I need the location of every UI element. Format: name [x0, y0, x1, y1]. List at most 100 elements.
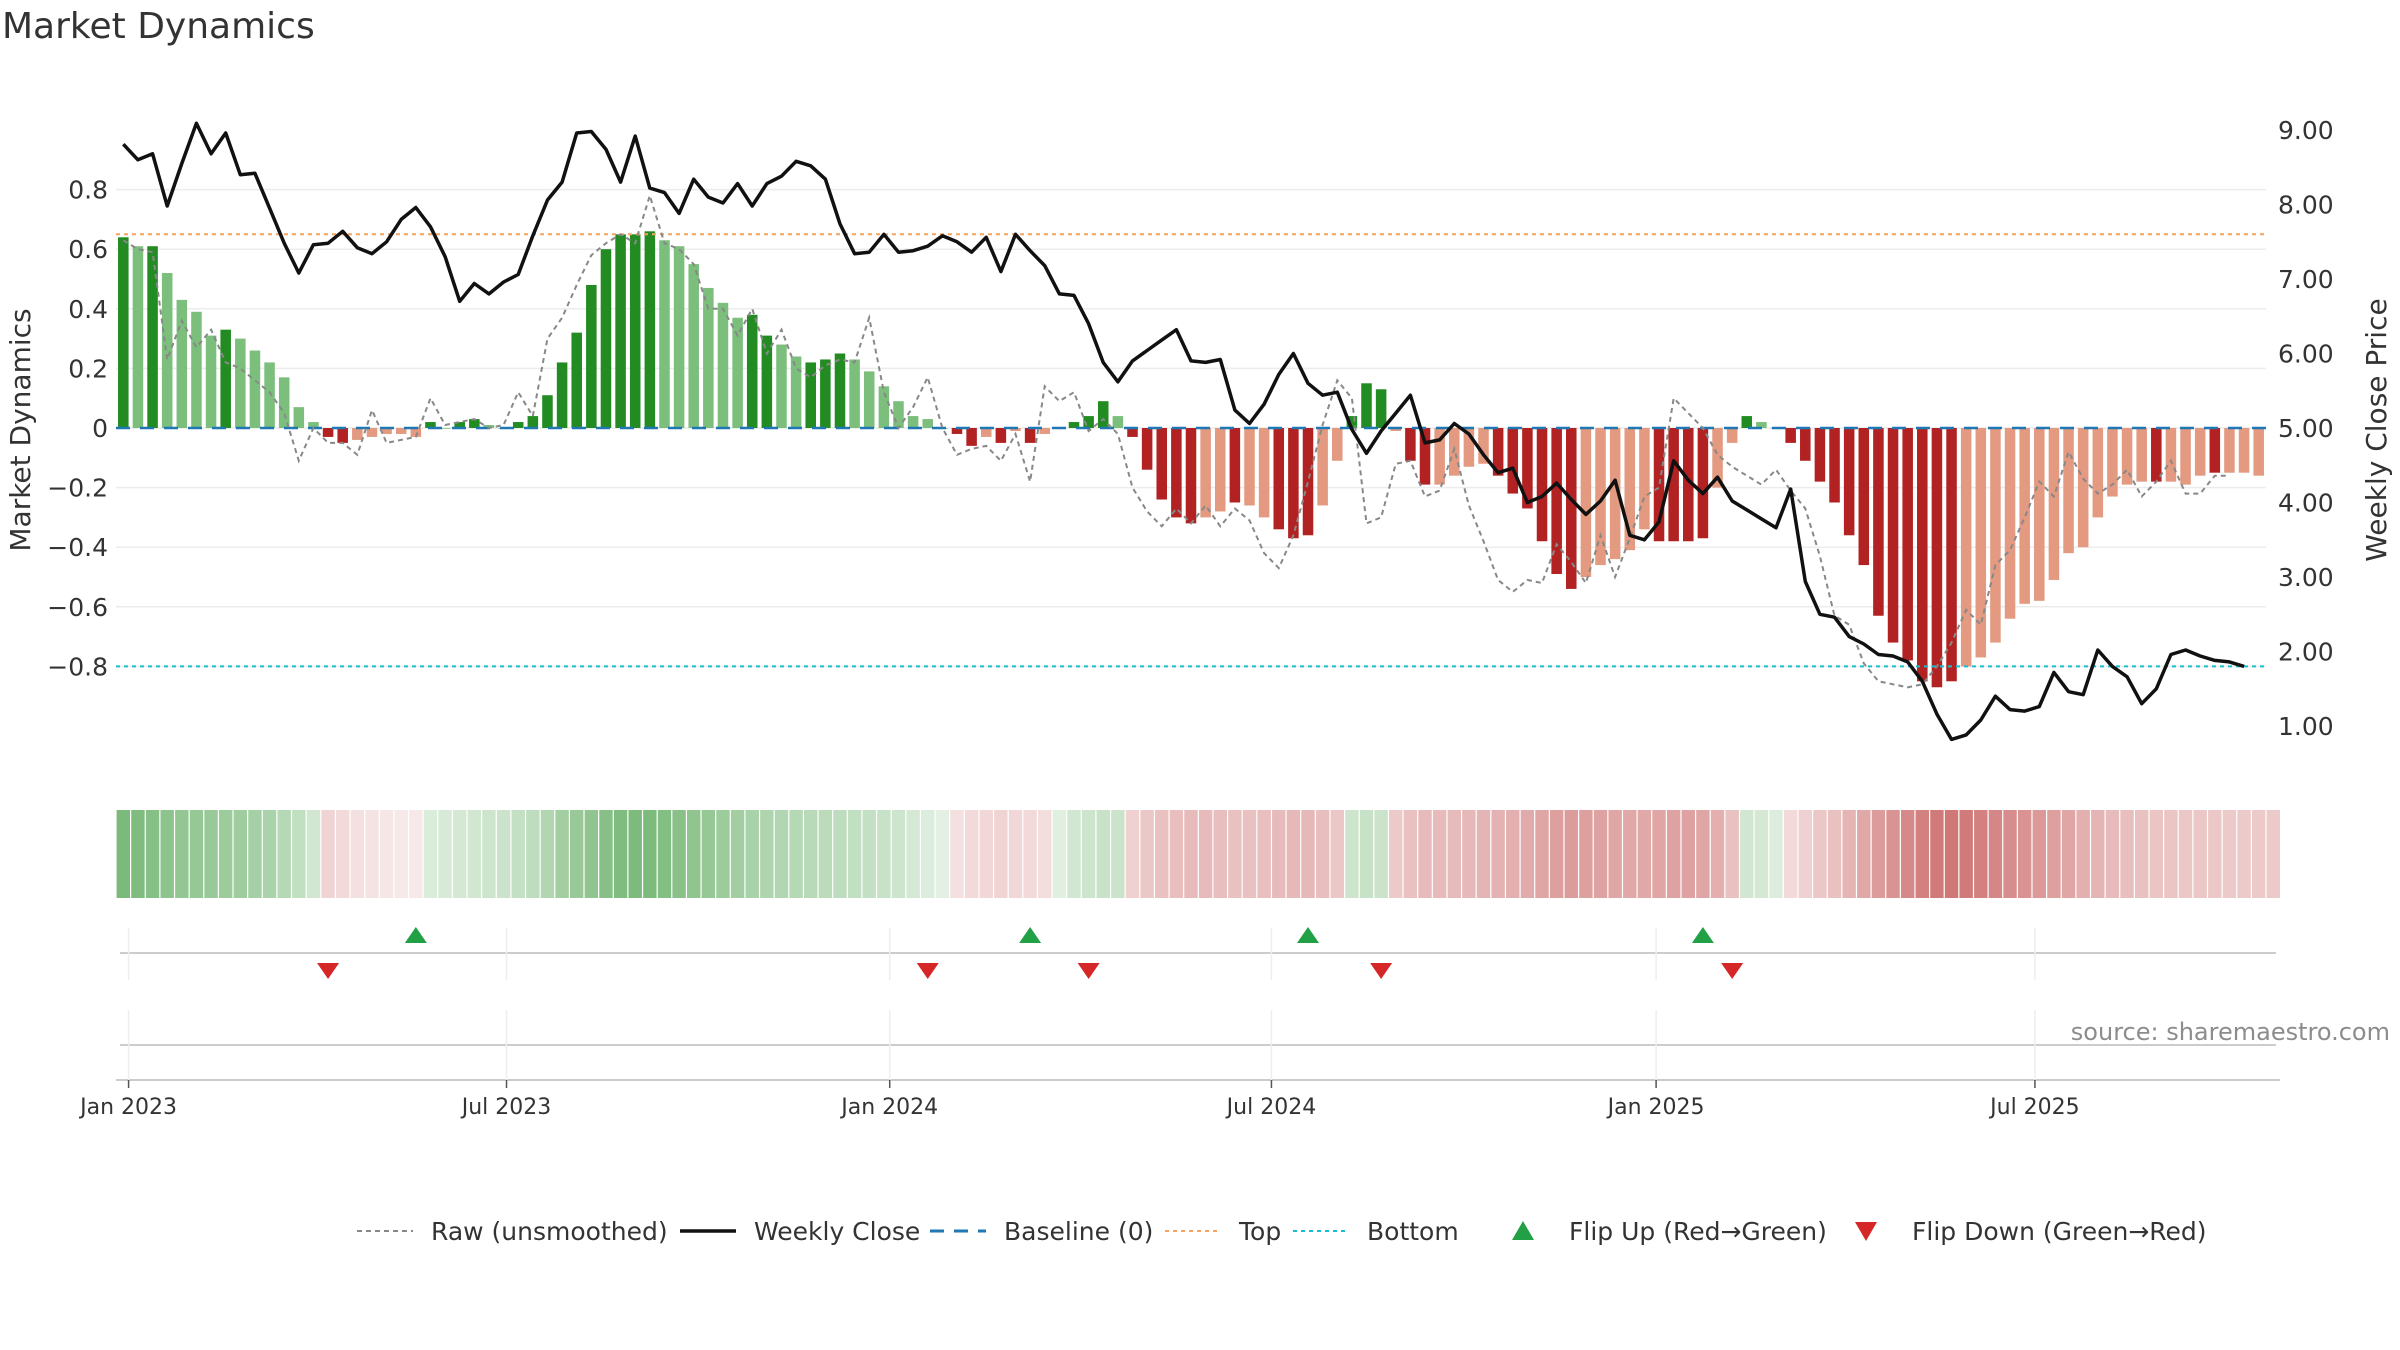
heat-cell — [1637, 810, 1652, 898]
y-tick-label-left: 0.2 — [68, 354, 108, 383]
legend-item: Weekly Close — [680, 1217, 920, 1246]
heat-cell — [131, 810, 145, 898]
heat-cell — [1111, 810, 1125, 898]
heat-cell — [2061, 810, 2076, 898]
heat-cell — [1301, 810, 1315, 898]
x-axis: Jan 2023 Jul 2023 Jan 2024 Jul 2024 Jan 2025… — [78, 1080, 2080, 1120]
bar — [732, 317, 743, 428]
bar — [1068, 422, 1080, 428]
bar — [834, 353, 846, 428]
heat-cell — [2251, 810, 2266, 898]
bar — [1960, 428, 1972, 667]
heat-cell — [1754, 810, 1769, 898]
heat-cell — [2105, 810, 2120, 898]
bar — [1331, 428, 1343, 461]
heat-cell — [2047, 810, 2061, 898]
legend-label: Flip Up (Red→Green) — [1569, 1217, 1827, 1246]
heat-cell — [789, 810, 803, 898]
heat-cell — [1652, 810, 1666, 898]
bar — [1990, 428, 2001, 643]
heat-cell — [145, 810, 160, 898]
bar — [1463, 428, 1475, 467]
bar — [1112, 416, 1124, 428]
bar — [746, 314, 758, 428]
bar — [1668, 428, 1679, 542]
bar — [1843, 428, 1855, 536]
heat-cell — [2017, 810, 2032, 898]
heat-cell — [1023, 810, 1037, 898]
heat-cell — [175, 810, 189, 898]
heat-cell — [891, 810, 906, 898]
heat-cell — [2149, 810, 2164, 898]
bar — [1419, 428, 1431, 485]
bar — [1507, 428, 1519, 494]
y-axis-label-right: Weekly Close Price — [2360, 298, 2393, 561]
y-tick-label-right: 7.00 — [2278, 265, 2334, 294]
heat-cell — [862, 810, 876, 898]
heat-cell — [1696, 810, 1710, 898]
heat-cell — [350, 810, 365, 898]
heat-cell — [1798, 810, 1812, 898]
bar — [1814, 428, 1826, 482]
heat-cell — [555, 810, 569, 898]
bar — [820, 359, 831, 428]
y-tick-label-right: 2.00 — [2278, 638, 2334, 667]
bar — [717, 302, 729, 428]
heat-cell — [760, 810, 774, 898]
heat-cell — [1403, 810, 1418, 898]
bar — [293, 407, 305, 428]
bar — [2077, 428, 2089, 548]
bar — [132, 246, 144, 428]
bar — [235, 338, 246, 428]
y-tick-label-right: 3.00 — [2278, 563, 2334, 592]
bar — [644, 231, 656, 428]
heat-cell — [1315, 810, 1330, 898]
heat-cell — [1242, 810, 1257, 898]
heat-cell — [1740, 810, 1754, 898]
heat-cell — [599, 810, 613, 898]
heat-cell — [1666, 810, 1681, 898]
heat-cell — [1549, 810, 1564, 898]
bar — [1522, 428, 1533, 509]
bar — [2034, 428, 2045, 601]
left-axis: 0.8 0.6 0.4 0.2 0 −0.2 −0.4 −0.6 −0.8 — [47, 176, 108, 682]
bar — [878, 386, 890, 428]
bar — [1229, 428, 1241, 503]
bar — [1887, 428, 1899, 643]
heat-strip — [116, 810, 2281, 898]
heat-cell — [1447, 810, 1461, 898]
bar — [469, 419, 480, 428]
heat-cell — [1725, 810, 1739, 898]
heat-cell — [2178, 810, 2193, 898]
bar — [1171, 428, 1182, 518]
heat-cell — [701, 810, 716, 898]
heat-cell — [452, 810, 467, 898]
y-tick-label-right: 1.00 — [2278, 712, 2334, 741]
source-note: source: sharemaestro.com — [2070, 1018, 2390, 1046]
bar — [995, 428, 1007, 443]
chart-title: Market Dynamics — [2, 6, 315, 47]
heat-cell — [540, 810, 555, 898]
heat-cell — [1213, 810, 1227, 898]
heat-cell — [262, 810, 277, 898]
bar — [659, 240, 670, 428]
y-tick-label-right: 5.00 — [2278, 414, 2334, 443]
heat-cell — [1915, 810, 1930, 898]
bar — [308, 422, 319, 428]
heat-cell — [921, 810, 935, 898]
heat-cell — [613, 810, 628, 898]
heat-cell — [526, 810, 540, 898]
bar — [1595, 428, 1606, 566]
y-tick-label-right: 9.00 — [2278, 116, 2334, 145]
heat-cell — [994, 810, 1008, 898]
heat-cell — [204, 810, 218, 898]
heat-cell — [233, 810, 248, 898]
legend-label: Weekly Close — [754, 1217, 920, 1246]
heat-cell — [906, 810, 920, 898]
bar — [2092, 428, 2104, 518]
heat-cell — [2120, 810, 2134, 898]
heat-cell — [292, 810, 306, 898]
heat-cell — [1988, 810, 2003, 898]
bar — [1712, 428, 1723, 488]
bar — [1156, 428, 1168, 500]
